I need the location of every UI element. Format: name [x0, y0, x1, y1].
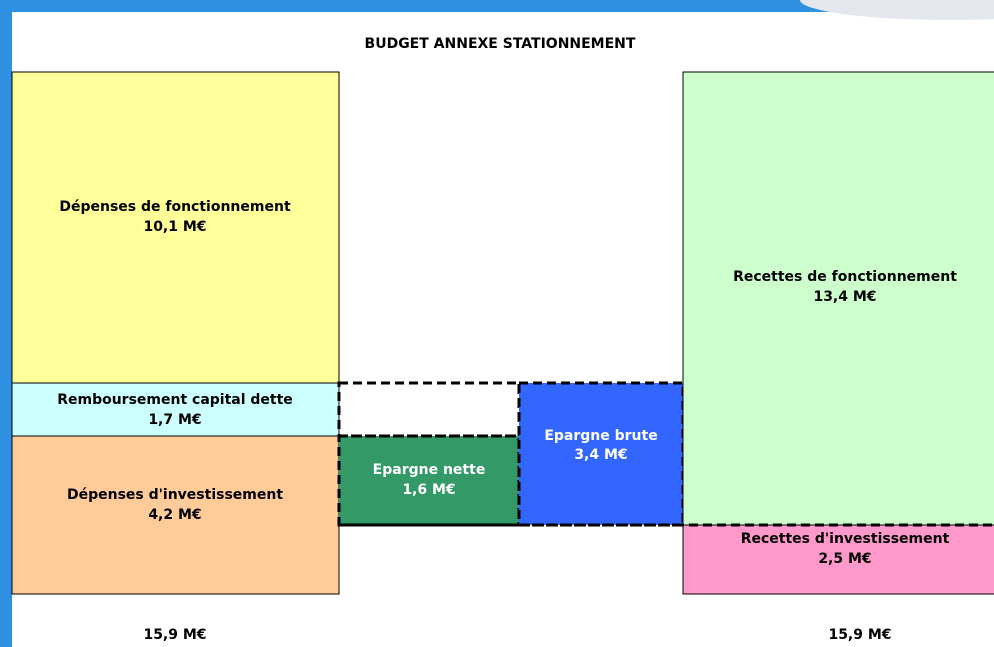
block	[682, 71, 994, 526]
block-label: Remboursement capital dette	[57, 392, 293, 408]
title: BUDGET ANNEXE STATIONNEMENT	[365, 36, 636, 52]
empty-block	[337, 381, 521, 438]
block-border	[517, 381, 685, 527]
block-label: Epargne brute	[544, 428, 657, 444]
block-label: Epargne nette	[373, 462, 486, 478]
block-value: 13,4 M€	[813, 289, 876, 305]
block	[519, 383, 683, 525]
block-value: 1,6 M€	[402, 482, 455, 498]
block-value: 3,4 M€	[574, 447, 627, 463]
block-value: 1,7 M€	[148, 412, 201, 428]
block	[339, 436, 519, 525]
block	[11, 71, 340, 384]
block-value: 2,5 M€	[818, 551, 871, 567]
block-value: 10,1 M€	[143, 219, 206, 235]
total: 15,9 M€	[828, 627, 891, 643]
block	[11, 382, 340, 437]
total: 15,9 M€	[143, 627, 206, 643]
block-label: Recettes de fonctionnement	[733, 269, 957, 285]
block-value: 4,2 M€	[148, 507, 201, 523]
block	[682, 524, 994, 595]
corner-decoration	[800, 0, 994, 20]
block-label: Dépenses de fonctionnement	[59, 199, 291, 215]
block	[11, 435, 340, 595]
block-label: Recettes d'investissement	[741, 531, 950, 547]
block-label: Dépenses d'investissement	[67, 487, 283, 503]
